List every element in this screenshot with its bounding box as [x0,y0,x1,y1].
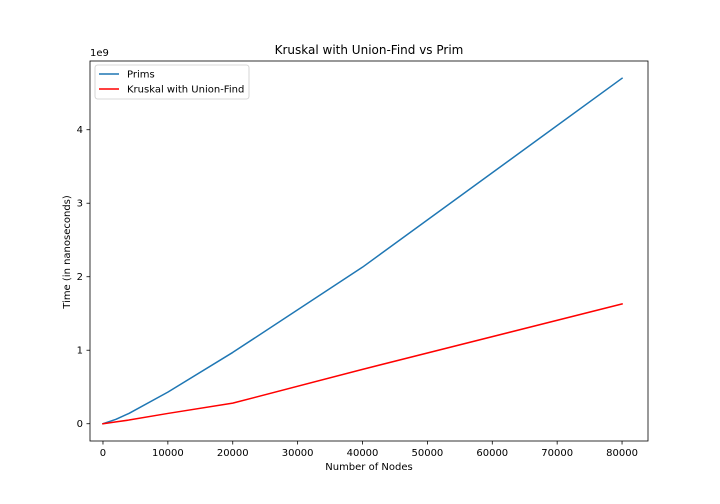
x-tick-label: 60000 [476,448,508,459]
plot-frame [89,60,649,442]
x-axis-label: Number of Nodes [325,462,412,473]
x-tick-label: 0 [100,448,106,459]
chart-title: Kruskal with Union-Find vs Prim [275,43,464,57]
series-layer [102,77,624,425]
x-tick-label: 50000 [411,448,443,459]
y-tick-label: 4 [77,125,83,136]
x-tick-label: 40000 [347,448,379,459]
y-tick-label: 0 [77,419,83,430]
legend: Prims Kruskal with Union-Find [94,64,250,100]
y-tick-label: 2 [77,272,83,283]
x-tick-label: 20000 [217,448,249,459]
series-line-kruskal-with-union-find [102,303,623,425]
x-tick-label: 80000 [606,448,638,459]
x-tick-label: 70000 [541,448,573,459]
y-offset-label: 1e9 [90,48,109,59]
legend-box [94,64,250,100]
y-axis-ticks: 0 1 2 3 4 [77,125,90,430]
x-tick-label: 10000 [152,448,184,459]
y-axis-label: Time (in nanoseconds) [62,195,73,310]
x-axis-ticks: 0 10000 20000 30000 40000 50000 60000 70000 8000… [100,441,638,459]
legend-label-prims: Prims [127,70,155,81]
y-tick-label: 1 [77,346,83,357]
series-line-prims [102,77,624,425]
legend-label-kruskal: Kruskal with Union-Find [127,85,244,96]
y-tick-label: 3 [77,199,83,210]
x-tick-label: 30000 [282,448,314,459]
